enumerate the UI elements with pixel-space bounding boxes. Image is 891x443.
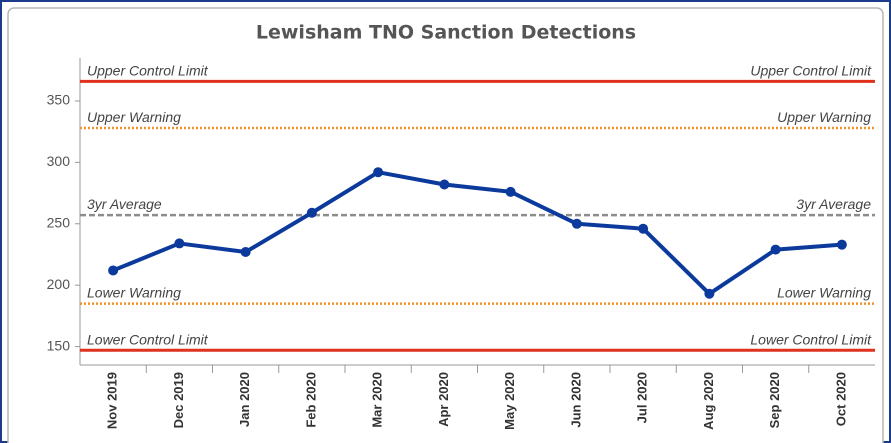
reference-label: Lower Warning xyxy=(777,285,871,301)
panel xyxy=(7,7,884,443)
x-tick-label: Apr 2020 xyxy=(436,372,451,427)
data-point xyxy=(836,239,847,250)
reference-label: Lower Control Limit xyxy=(750,331,872,347)
data-point xyxy=(439,179,450,190)
data-point xyxy=(174,238,185,249)
reference-label: Upper Warning xyxy=(87,109,181,125)
reference-label: Lower Warning xyxy=(87,285,181,301)
reference-label: 3yr Average xyxy=(87,196,162,212)
x-tick-label: Oct 2020 xyxy=(833,372,848,426)
data-line xyxy=(112,170,843,296)
x-tick-label: Jan 2020 xyxy=(237,372,252,427)
y-tick-label: 200 xyxy=(47,276,71,292)
y-tick-label: 350 xyxy=(47,92,71,108)
data-point xyxy=(571,218,582,229)
x-tick-label: Mar 2020 xyxy=(370,372,385,428)
data-point xyxy=(306,207,317,218)
reference-label: Upper Control Limit xyxy=(750,62,872,78)
x-tick-label: Nov 2019 xyxy=(105,372,120,429)
data-point xyxy=(770,244,781,255)
data-point xyxy=(505,186,516,197)
data-point xyxy=(108,265,119,276)
x-tick-label: Sep 2020 xyxy=(767,372,782,428)
x-tick-label: Feb 2020 xyxy=(303,372,318,428)
chart-title: Lewisham TNO Sanction Detections xyxy=(256,22,636,44)
reference-label: Lower Control Limit xyxy=(87,331,209,347)
x-tick-label: Jun 2020 xyxy=(568,372,583,428)
data-point xyxy=(373,167,384,178)
y-tick-label: 300 xyxy=(47,153,71,169)
data-point xyxy=(704,288,715,299)
data-point xyxy=(240,247,251,258)
reference-label: Upper Warning xyxy=(777,109,871,125)
x-tick-label: Aug 2020 xyxy=(701,372,716,430)
reference-label: Upper Control Limit xyxy=(87,62,209,78)
reference-label: 3yr Average xyxy=(796,196,871,212)
y-tick-label: 250 xyxy=(47,214,71,230)
y-tick-label: 150 xyxy=(47,337,71,353)
data-point xyxy=(638,223,649,234)
x-tick-label: Jul 2020 xyxy=(635,372,650,423)
x-tick-label: Dec 2019 xyxy=(171,372,186,428)
x-tick-label: May 2020 xyxy=(502,372,517,430)
